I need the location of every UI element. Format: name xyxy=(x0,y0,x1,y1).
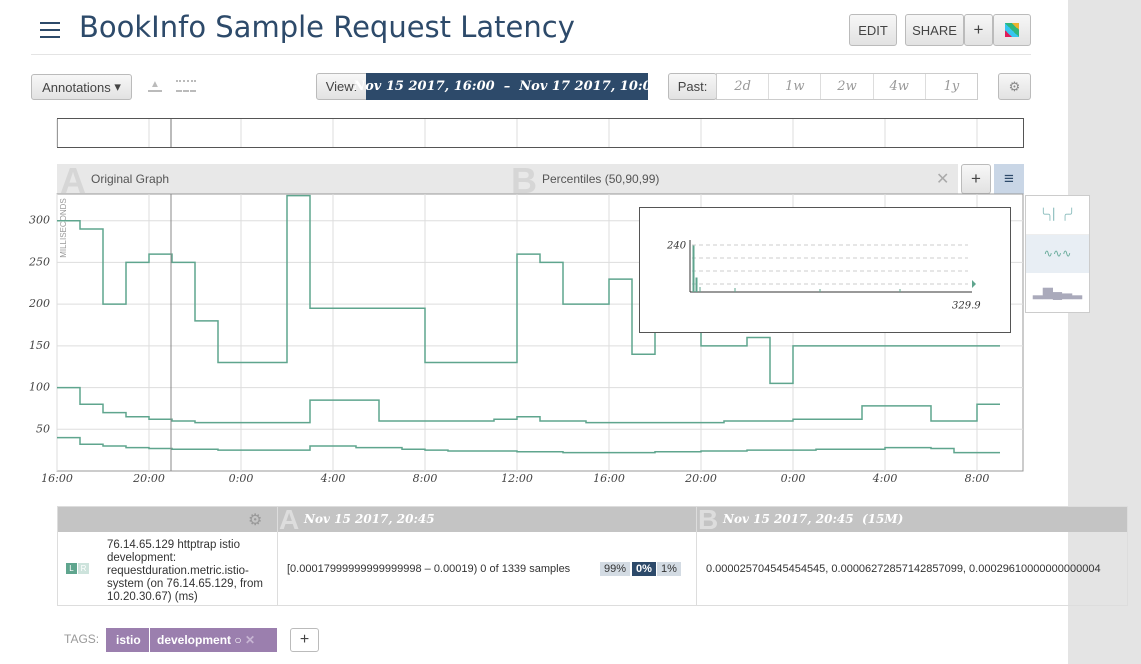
b-value: 0.000025704545454545, 0.0000627285714285… xyxy=(706,563,1101,575)
col-time: Nov 15 2017, 20:45 xyxy=(304,512,435,526)
y-axis-label: MILLISECONDS xyxy=(59,198,68,258)
x-tick-label: 8:00 xyxy=(965,472,990,485)
x-tick-label: 16:00 xyxy=(593,472,625,485)
y-tick-label: 250 xyxy=(28,255,50,268)
title: BookInfo Sample Request Latency xyxy=(79,10,575,44)
tag-text: development xyxy=(157,633,232,647)
menu-button[interactable]: ≡ xyxy=(994,164,1024,194)
edit-button[interactable]: EDIT xyxy=(849,14,897,46)
divider xyxy=(31,54,1031,55)
menu-icon[interactable] xyxy=(40,22,60,38)
badge: 99% xyxy=(600,562,631,576)
x-tick-label: 4:00 xyxy=(872,472,898,485)
tab-label[interactable]: Original Graph xyxy=(91,172,170,186)
y-tick-label: 150 xyxy=(29,339,50,352)
add-button[interactable]: + xyxy=(964,14,993,46)
inset-panel: 240 329.9 xyxy=(639,207,1011,333)
collapse-icon[interactable]: ▲ xyxy=(148,80,162,92)
view-switcher: ╰╮▏╭╯ ∿∿∿ ▂▆▄▃▂ xyxy=(1025,195,1090,313)
past-label: Past: xyxy=(668,73,717,100)
col-divider xyxy=(696,507,697,606)
col-letter: A xyxy=(279,504,300,535)
slack-button[interactable] xyxy=(993,14,1031,46)
x-tick-label: 20:00 xyxy=(132,472,165,485)
settings-button[interactable]: ⚙ xyxy=(998,73,1031,100)
x-tick-label: 0:00 xyxy=(229,472,254,485)
badge: 0% xyxy=(632,562,656,576)
inset-max: 240 xyxy=(666,241,687,252)
add-graph-button[interactable]: + xyxy=(961,164,991,194)
series-line xyxy=(57,194,1000,385)
annotations-dropdown[interactable]: Annotations ▾ xyxy=(31,74,132,100)
x-tick-label: 16:00 xyxy=(41,472,73,485)
view-label: View: xyxy=(316,73,367,100)
x-tick-label: 12:00 xyxy=(501,472,533,485)
past-options: 2d 1w 2w 4w 1y xyxy=(716,73,978,100)
y-tick-label: 200 xyxy=(28,297,50,310)
past-option[interactable]: 2w xyxy=(821,74,874,99)
tags-label: TAGS: xyxy=(64,632,100,646)
inset-chart: 240 329.9 xyxy=(666,240,981,312)
metric-name: 76.14.65.129 httptrap istio development:… xyxy=(107,539,263,603)
view-option[interactable]: ∿∿∿ xyxy=(1026,235,1089,273)
col-time: Nov 15 2017, 20:45 (15M) xyxy=(723,512,904,526)
x-tick-label: 8:00 xyxy=(413,472,438,485)
badge: 1% xyxy=(657,562,681,576)
sidebar xyxy=(1068,0,1141,664)
series-line xyxy=(57,436,1000,454)
flag-l[interactable]: L xyxy=(66,563,77,574)
legend-table: ⚙ A Nov 15 2017, 20:45 B Nov 15 2017, 20… xyxy=(57,504,1128,606)
legend-header xyxy=(58,507,1127,532)
view-option[interactable]: ▂▆▄▃▂ xyxy=(1032,284,1083,299)
share-button[interactable]: SHARE xyxy=(905,14,964,46)
tag[interactable]: development ○ ✕ xyxy=(149,628,277,652)
x-tick-label: 0:00 xyxy=(781,472,806,485)
view-option[interactable]: ╰╮▏╭╯ xyxy=(1026,196,1089,235)
y-tick-label: 100 xyxy=(29,381,50,394)
expand-icon[interactable] xyxy=(176,80,196,92)
add-tag[interactable]: + xyxy=(290,628,319,652)
past-option[interactable]: 1y xyxy=(943,79,960,94)
series-line xyxy=(57,386,1000,424)
a-value: [0.00017999999999999998 – 0.00019) 0 of … xyxy=(287,563,571,575)
past-option[interactable]: 4w xyxy=(874,74,926,99)
y-tick-label: 300 xyxy=(29,214,50,227)
tab-bar xyxy=(57,164,958,194)
col-letter: B xyxy=(698,504,719,535)
close-icon[interactable]: ✕ xyxy=(936,171,950,188)
tab-label[interactable]: Percentiles (50,90,99) xyxy=(542,172,660,186)
y-tick-label: 50 xyxy=(36,422,50,435)
col-divider xyxy=(277,507,278,606)
flag-r[interactable]: R xyxy=(78,563,89,574)
tag[interactable]: istio xyxy=(106,628,151,652)
inset-x-max: 329.9 xyxy=(952,301,981,312)
past-option[interactable]: 2d xyxy=(717,74,770,99)
annotations-label: Annotations xyxy=(42,79,111,95)
x-tick-label: 20:00 xyxy=(684,472,717,485)
x-tick-label: 4:00 xyxy=(320,472,346,485)
gear-icon[interactable]: ⚙ xyxy=(248,512,263,529)
past-option[interactable]: 1w xyxy=(769,74,822,99)
